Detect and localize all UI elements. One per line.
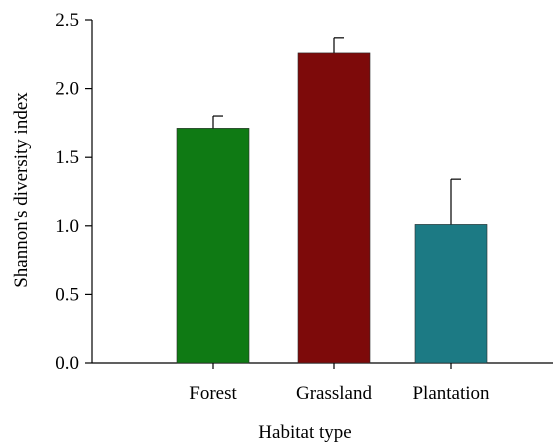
y-tick-label: 0.5: [55, 284, 79, 305]
y-tick-label: 1.5: [55, 147, 79, 168]
plot-area: 0.0 0.5 1.0 1.5 2.0 2.5 Forest Grassland Plantat…: [55, 10, 553, 404]
bar-plantation: [414, 224, 488, 364]
x-tick-label-plantation: Plantation: [412, 383, 490, 404]
bar-grassland: [297, 52, 371, 364]
x-tick-label-grassland: Grassland: [296, 383, 372, 404]
x-tick-label-forest: Forest: [189, 383, 237, 404]
x-axis-title: Habitat type: [258, 422, 351, 443]
bar-forest: [176, 128, 250, 364]
y-axis-title: Shannon's diversity index: [11, 92, 32, 288]
y-tick-label: 2.0: [55, 79, 79, 100]
y-tick-label: 1.0: [55, 216, 79, 237]
y-tick-label: 0.0: [55, 353, 79, 374]
y-tick-label: 2.5: [55, 10, 79, 31]
